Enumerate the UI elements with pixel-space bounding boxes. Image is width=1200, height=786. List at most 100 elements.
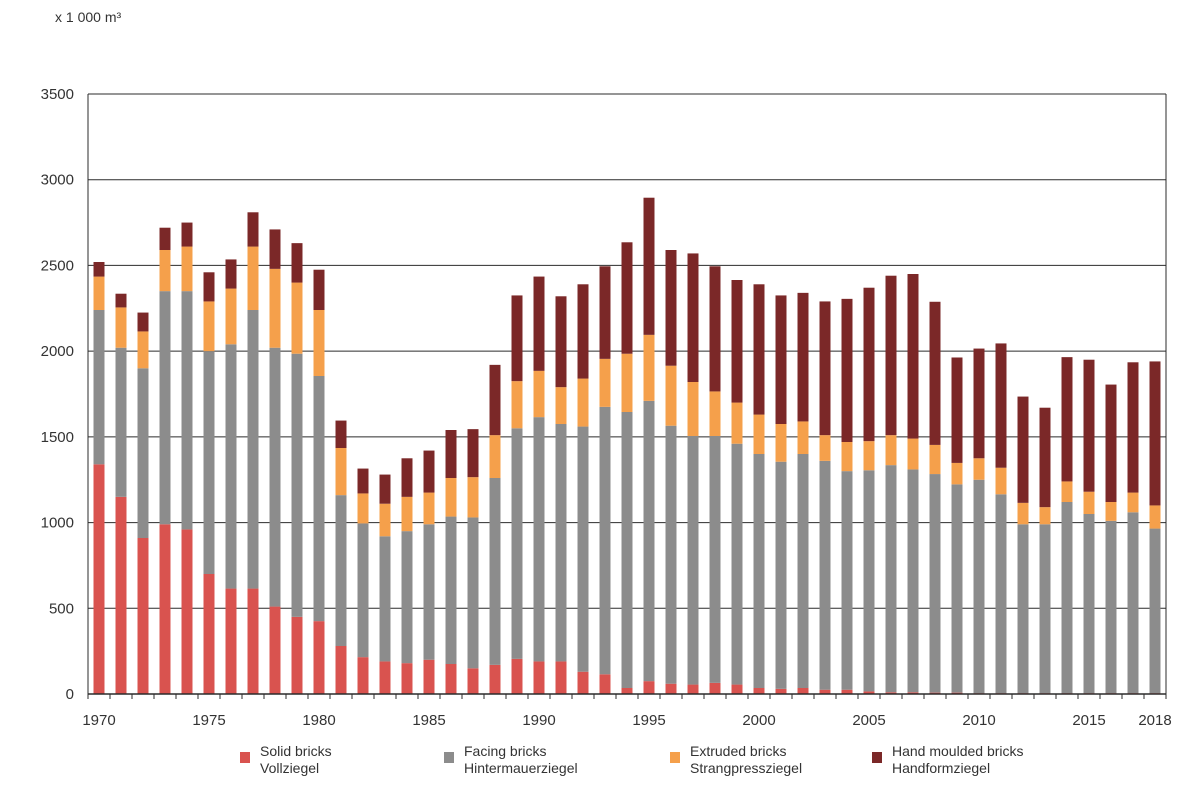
bar-segment-4-2002 [797, 292, 809, 422]
bar-segment-4-1971 [115, 293, 127, 308]
bar-segment-1-1991 [555, 661, 567, 694]
bar-segment-3-1981 [335, 448, 347, 496]
bar-segment-3-2006 [885, 435, 897, 466]
bar-segment-4-1979 [291, 243, 303, 283]
bar-segment-2-2014 [1061, 502, 1073, 694]
y-tick-label: 3000 [41, 172, 74, 189]
x-tick-label: 1980 [302, 712, 335, 729]
bar-segment-4-1995 [643, 197, 655, 335]
bar-segment-2-1987 [467, 517, 479, 669]
bar-segment-2-1992 [577, 426, 589, 672]
bar-segment-4-2008 [929, 301, 941, 445]
bar-segment-1-2006 [885, 692, 897, 694]
bar-segment-3-1971 [115, 307, 127, 348]
bar-segment-4-2006 [885, 275, 897, 436]
bar-segment-3-1984 [401, 496, 413, 532]
bar-segment-4-1978 [269, 229, 281, 269]
bar-segment-1-1989 [511, 658, 523, 694]
bar-segment-2-1977 [247, 310, 259, 589]
bar-segment-3-2007 [907, 438, 919, 470]
legend-label-de: Hintermauerziegel [464, 760, 578, 776]
bar-segment-1-1988 [489, 664, 501, 694]
bar-segment-4-1970 [93, 262, 105, 277]
bar-segment-1-1995 [643, 681, 655, 694]
bar-segment-1-1987 [467, 668, 479, 694]
bar-segment-1-1978 [269, 606, 281, 694]
bar-segment-2-1996 [665, 425, 677, 684]
bar-segment-1-1985 [423, 659, 435, 694]
legend-label-de: Strangpressziegel [690, 760, 802, 776]
bar-segment-1-1994 [621, 688, 633, 694]
bar-segment-3-1999 [731, 402, 743, 444]
bar-segment-1-1992 [577, 671, 589, 694]
bar-segment-1-2002 [797, 688, 809, 694]
x-tick-label: 1975 [192, 712, 225, 729]
bar-segment-2-1974 [181, 291, 193, 530]
legend-label-en: Hand moulded bricks [892, 743, 1024, 759]
bar-segment-1-1984 [401, 663, 413, 694]
legend-swatch [872, 752, 882, 763]
bar-segment-2-1985 [423, 524, 435, 660]
bar-segment-2-2001 [775, 461, 787, 689]
bar-segment-2-1995 [643, 400, 655, 682]
bar-segment-4-1999 [731, 280, 743, 403]
bar-segment-1-1980 [313, 621, 325, 694]
bar-segment-3-1994 [621, 353, 633, 412]
bar-segment-4-1991 [555, 296, 567, 388]
bar-segment-2-1993 [599, 406, 611, 675]
legend-label-en: Solid bricks [260, 743, 332, 759]
bar-segment-1-1999 [731, 684, 743, 694]
bar-segment-4-1976 [225, 259, 237, 289]
bar-segment-2-2011 [995, 494, 1007, 694]
bar-segment-4-2013 [1039, 407, 1051, 508]
bar-segment-3-1970 [93, 276, 105, 310]
bar-segment-1-1986 [445, 664, 457, 694]
bar-segment-2-2004 [841, 471, 853, 690]
bar-segment-3-2014 [1061, 481, 1073, 502]
x-tick-label: 2000 [742, 712, 775, 729]
bar-segment-4-1972 [137, 312, 149, 332]
bar-segment-4-1981 [335, 420, 347, 448]
bar-segment-2-2007 [907, 469, 919, 693]
bar-segment-2-1994 [621, 412, 633, 688]
bar-segment-4-2011 [995, 343, 1007, 468]
bar-segment-2-1975 [203, 351, 215, 574]
y-tick-label: 1500 [41, 429, 74, 446]
bar-segment-3-1985 [423, 492, 435, 525]
x-axis-ticks: 1970 1975 1980 1985 1990 1995 2000 2005 2010 2015… [82, 712, 1171, 729]
bar-segment-3-2009 [951, 462, 963, 485]
bar-segment-1-2007 [907, 692, 919, 694]
bar-segment-2-2009 [951, 484, 963, 693]
bar-segment-2-2018 [1149, 528, 1161, 694]
bar-segment-3-2000 [753, 414, 765, 454]
bar-segment-1-2004 [841, 689, 853, 694]
bar-segment-4-1990 [533, 276, 545, 371]
legend-label-en: Facing bricks [464, 743, 546, 759]
bar-segment-3-1991 [555, 387, 567, 424]
bar-segment-1-1982 [357, 657, 369, 694]
bar-segment-4-2018 [1149, 361, 1161, 506]
bar-segment-1-2000 [753, 688, 765, 694]
bar-segment-2-2015 [1083, 514, 1095, 694]
bar-segment-1-1996 [665, 683, 677, 694]
bar-segment-3-2015 [1083, 491, 1095, 514]
bar-segment-1-1983 [379, 661, 391, 694]
y-unit-label: x 1 000 m³ [55, 9, 121, 25]
bar-segment-3-1972 [137, 331, 149, 369]
bar-segment-1-1977 [247, 588, 259, 694]
bar-segment-1-1970 [93, 464, 105, 694]
bar-segment-2-1976 [225, 344, 237, 589]
axes [87, 94, 1167, 699]
bar-segment-2-2016 [1105, 520, 1117, 694]
bar-segment-4-2005 [863, 287, 875, 442]
bar-segment-3-1989 [511, 381, 523, 429]
bar-segment-1-1975 [203, 574, 215, 694]
bar-segment-4-2012 [1017, 396, 1029, 503]
bar-segment-3-2018 [1149, 505, 1161, 529]
bar-segment-4-2016 [1105, 384, 1117, 502]
bar-segment-1-1974 [181, 529, 193, 694]
bar-segment-4-1984 [401, 458, 413, 497]
bar-segment-4-2001 [775, 295, 787, 424]
bar-segment-3-1975 [203, 301, 215, 352]
